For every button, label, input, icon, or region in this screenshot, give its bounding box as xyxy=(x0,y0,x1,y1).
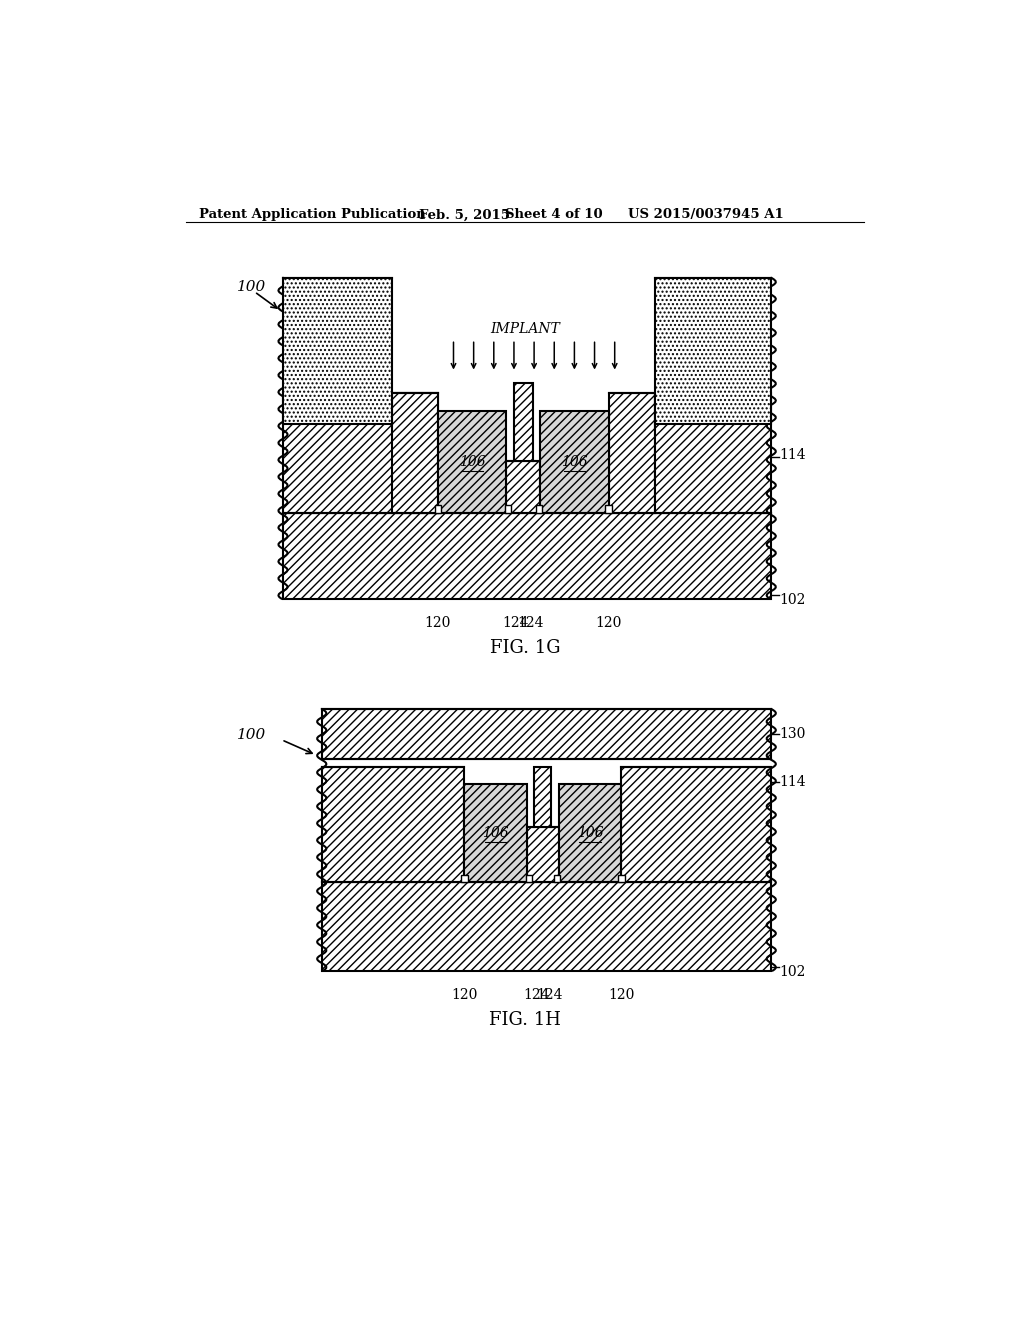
Bar xyxy=(605,506,611,512)
Text: 106: 106 xyxy=(577,826,603,840)
Text: 106: 106 xyxy=(459,455,485,469)
Text: 122: 122 xyxy=(713,313,739,326)
Bar xyxy=(283,512,771,599)
Text: 114: 114 xyxy=(779,447,806,462)
Bar xyxy=(618,875,625,882)
Bar xyxy=(527,826,559,882)
Bar xyxy=(322,767,465,882)
Text: 124: 124 xyxy=(537,987,562,1002)
Bar xyxy=(655,393,771,512)
Text: 102: 102 xyxy=(779,593,805,607)
Text: 114: 114 xyxy=(779,775,806,789)
Bar xyxy=(322,882,771,970)
Bar xyxy=(391,393,438,512)
Text: 120: 120 xyxy=(608,987,635,1002)
Bar xyxy=(525,875,531,882)
Bar xyxy=(465,784,527,882)
Bar xyxy=(505,506,511,512)
Text: 100: 100 xyxy=(237,729,266,742)
Text: IMPLANT: IMPLANT xyxy=(489,322,560,337)
Bar xyxy=(322,709,771,759)
Text: Patent Application Publication: Patent Application Publication xyxy=(200,209,426,222)
Text: 122: 122 xyxy=(325,313,351,326)
Bar xyxy=(506,461,541,512)
Bar xyxy=(283,393,438,512)
Text: 102: 102 xyxy=(779,965,805,978)
Text: 100: 100 xyxy=(237,280,266,294)
Text: 106: 106 xyxy=(482,826,509,840)
Bar xyxy=(559,784,622,882)
Text: 120: 120 xyxy=(425,615,452,630)
Text: 124: 124 xyxy=(502,615,528,630)
Bar xyxy=(622,767,771,882)
Bar xyxy=(554,875,560,882)
Bar xyxy=(536,506,542,512)
Text: FIG. 1G: FIG. 1G xyxy=(489,639,560,657)
Text: Sheet 4 of 10: Sheet 4 of 10 xyxy=(506,209,603,222)
Text: 124: 124 xyxy=(523,987,550,1002)
Text: 106: 106 xyxy=(561,455,588,469)
Text: 130: 130 xyxy=(779,727,805,741)
Text: Feb. 5, 2015: Feb. 5, 2015 xyxy=(419,209,510,222)
Text: 120: 120 xyxy=(452,987,477,1002)
Text: FIG. 1H: FIG. 1H xyxy=(488,1011,561,1028)
Bar xyxy=(435,506,441,512)
Bar xyxy=(462,875,468,882)
Bar xyxy=(541,411,608,512)
Bar xyxy=(655,277,771,424)
Bar xyxy=(438,411,506,512)
Bar xyxy=(608,393,655,512)
Bar xyxy=(283,277,391,424)
Bar xyxy=(514,383,532,461)
Text: 124: 124 xyxy=(518,615,544,630)
Text: US 2015/0037945 A1: US 2015/0037945 A1 xyxy=(628,209,783,222)
Text: 120: 120 xyxy=(595,615,622,630)
Bar xyxy=(535,767,552,826)
